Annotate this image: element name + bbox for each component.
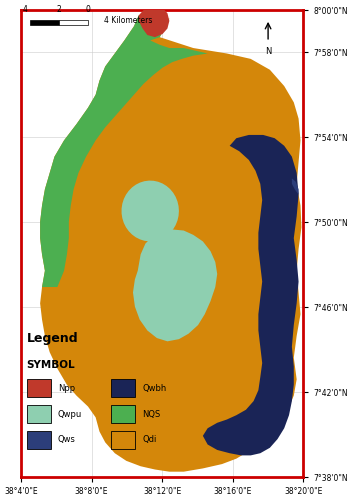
Text: Npp: Npp <box>58 384 75 393</box>
FancyBboxPatch shape <box>111 405 135 423</box>
Polygon shape <box>292 178 298 194</box>
Text: Qws: Qws <box>58 435 76 444</box>
FancyBboxPatch shape <box>27 431 51 448</box>
Bar <box>30 20 59 26</box>
Bar <box>59 20 88 26</box>
Text: Qwpu: Qwpu <box>58 410 82 418</box>
Text: Qdi: Qdi <box>143 435 157 444</box>
Polygon shape <box>139 6 169 37</box>
Text: 0: 0 <box>86 5 90 14</box>
Text: SYMBOL: SYMBOL <box>27 360 75 370</box>
FancyBboxPatch shape <box>111 431 135 448</box>
Polygon shape <box>40 16 208 287</box>
Text: 4: 4 <box>23 5 28 14</box>
Polygon shape <box>133 230 217 342</box>
Text: NQS: NQS <box>143 410 161 418</box>
Polygon shape <box>121 180 179 242</box>
Text: Qwbh: Qwbh <box>143 384 166 393</box>
Text: 2: 2 <box>57 5 61 14</box>
Text: N: N <box>265 47 271 56</box>
Text: 4 Kilometers: 4 Kilometers <box>104 16 152 24</box>
Polygon shape <box>40 16 301 471</box>
FancyBboxPatch shape <box>27 405 51 423</box>
FancyBboxPatch shape <box>111 380 135 397</box>
Polygon shape <box>203 135 298 456</box>
FancyBboxPatch shape <box>27 380 51 397</box>
Text: Legend: Legend <box>27 332 78 345</box>
